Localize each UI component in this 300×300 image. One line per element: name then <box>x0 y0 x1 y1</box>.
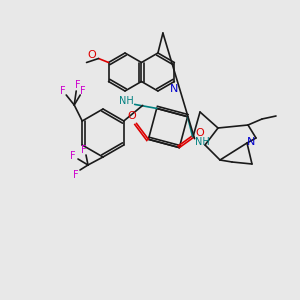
Text: O: O <box>195 128 204 138</box>
Text: NH: NH <box>119 96 134 106</box>
Text: N: N <box>170 85 178 94</box>
Text: F: F <box>75 80 81 90</box>
Text: N: N <box>247 137 255 147</box>
Text: F: F <box>73 170 79 180</box>
Text: F: F <box>81 145 87 155</box>
Text: F: F <box>60 86 66 96</box>
Text: F: F <box>80 86 86 96</box>
Text: NH: NH <box>195 137 210 147</box>
Text: O: O <box>87 50 96 59</box>
Text: F: F <box>70 151 76 161</box>
Text: O: O <box>127 111 136 121</box>
